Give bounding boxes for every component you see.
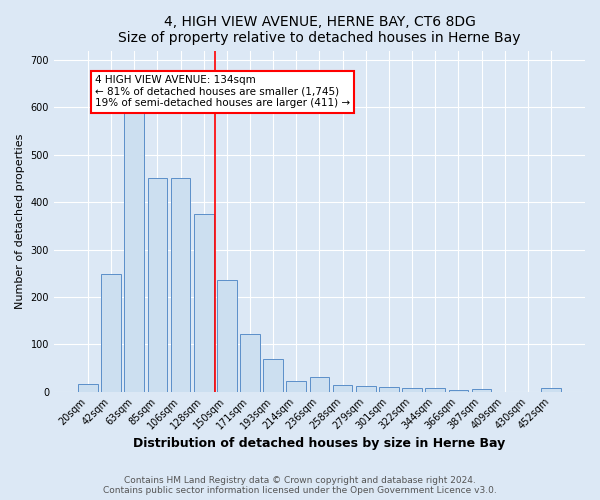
- Bar: [286, 381, 306, 392]
- Bar: [217, 280, 236, 392]
- Bar: [425, 388, 445, 392]
- Bar: [379, 387, 399, 392]
- Bar: [78, 384, 98, 392]
- Bar: [310, 378, 329, 392]
- Bar: [194, 214, 214, 392]
- Bar: [449, 390, 468, 392]
- Bar: [541, 388, 561, 392]
- X-axis label: Distribution of detached houses by size in Herne Bay: Distribution of detached houses by size …: [133, 437, 506, 450]
- Text: 4 HIGH VIEW AVENUE: 134sqm
← 81% of detached houses are smaller (1,745)
19% of s: 4 HIGH VIEW AVENUE: 134sqm ← 81% of deta…: [95, 75, 350, 108]
- Bar: [124, 93, 144, 392]
- Text: Contains HM Land Registry data © Crown copyright and database right 2024.
Contai: Contains HM Land Registry data © Crown c…: [103, 476, 497, 495]
- Bar: [263, 360, 283, 392]
- Bar: [101, 274, 121, 392]
- Y-axis label: Number of detached properties: Number of detached properties: [15, 134, 25, 309]
- Title: 4, HIGH VIEW AVENUE, HERNE BAY, CT6 8DG
Size of property relative to detached ho: 4, HIGH VIEW AVENUE, HERNE BAY, CT6 8DG …: [118, 15, 521, 45]
- Bar: [240, 334, 260, 392]
- Bar: [148, 178, 167, 392]
- Bar: [472, 389, 491, 392]
- Bar: [356, 386, 376, 392]
- Bar: [333, 384, 352, 392]
- Bar: [402, 388, 422, 392]
- Bar: [170, 178, 190, 392]
